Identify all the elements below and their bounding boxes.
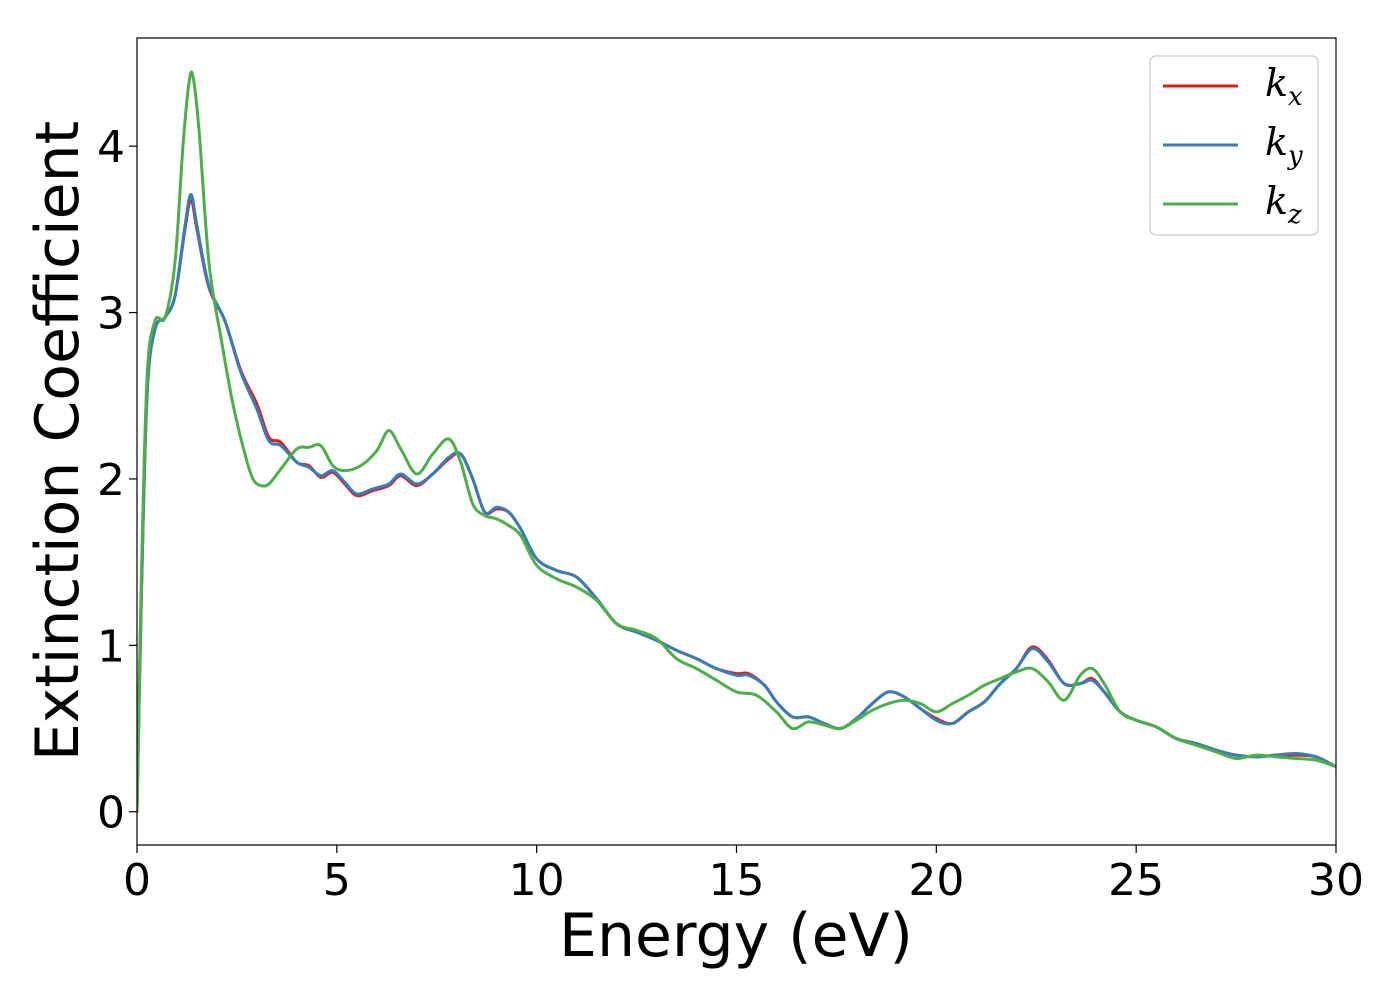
y-tick-label: 4 [97,122,125,173]
x-tick-label: 0 [123,855,151,906]
legend-label-subscript: z [1287,200,1302,230]
legend-label-base: k [1265,61,1288,105]
plot-area-background [137,38,1336,845]
x-tick-label: 20 [908,855,964,906]
y-tick-label: 3 [97,289,125,340]
legend-label-base: k [1265,179,1288,223]
x-tick-label: 10 [509,855,565,906]
x-tick-label: 25 [1108,855,1164,906]
y-axis: 0 1 2 3 4 [97,122,137,839]
y-axis-title: Extinction Coefficient [23,121,93,761]
x-tick-label: 30 [1308,855,1364,906]
y-tick-label: 1 [97,621,125,672]
x-axis-title: Energy (eV) [559,901,913,971]
legend-label-subscript: y [1287,141,1303,171]
x-tick-label: 5 [323,855,351,906]
legend-label-kz: kz [1265,179,1302,230]
legend-label-ky: ky [1265,120,1303,171]
series-layer [137,70,1336,814]
series-line-kz [137,70,1336,814]
legend-label-kx: kx [1265,61,1303,112]
x-tick-label: 15 [709,855,765,906]
y-tick-label: 0 [97,788,125,839]
x-axis: 0 5 10 15 20 25 30 [123,845,1364,906]
y-tick-label: 2 [97,455,125,506]
legend-label-base: k [1265,120,1288,164]
legend-label-subscript: x [1288,82,1303,112]
series-line-ky [137,192,1336,814]
